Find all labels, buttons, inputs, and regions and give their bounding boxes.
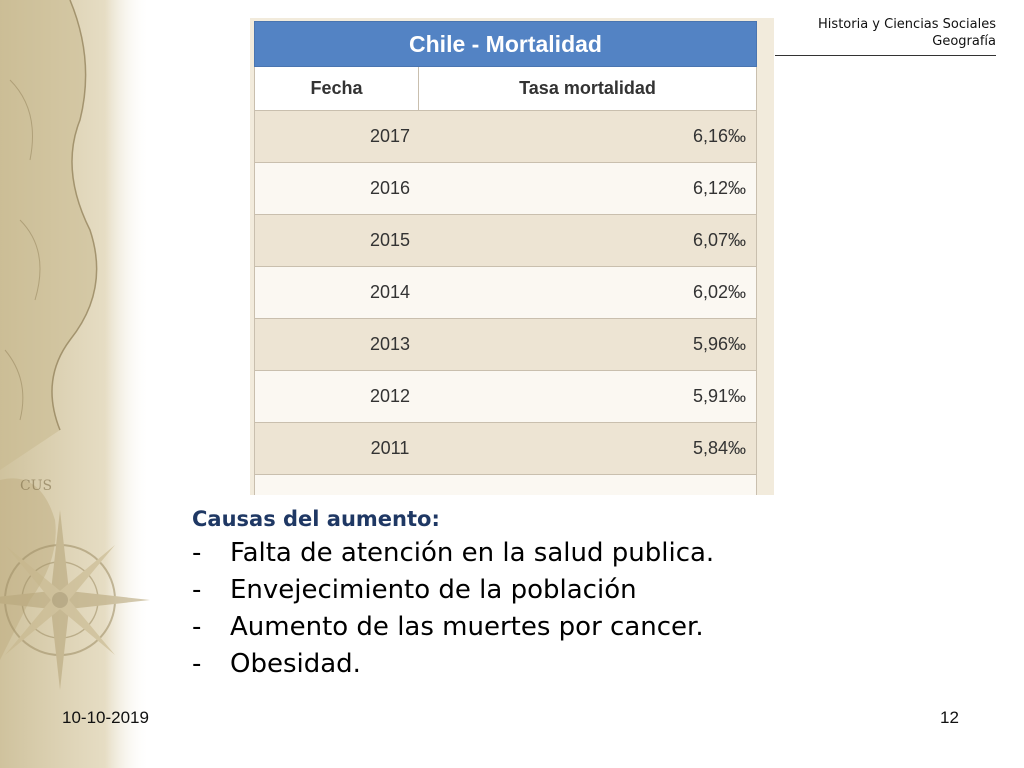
header-divider (775, 55, 996, 56)
row-rate: 5,91‰ (692, 386, 746, 406)
slide-header: Historia y Ciencias Sociales Geografía (818, 16, 996, 50)
list-item: - Envejecimiento de la población (192, 572, 912, 609)
table-row: 2012 5,91‰ (254, 371, 757, 423)
header-subject: Historia y Ciencias Sociales (818, 17, 996, 32)
list-item: - Aumento de las muertes por cancer. (192, 609, 912, 646)
causes-title: Causas del aumento: (192, 507, 440, 531)
row-year: 2016 (369, 178, 411, 198)
row-rate: 6,02‰ (692, 282, 746, 302)
table-row: 2017 6,16‰ (254, 111, 757, 163)
row-rate: 5,96‰ (692, 334, 746, 354)
row-year: 2017 (369, 126, 411, 146)
footer-date: 10-10-2019 (62, 708, 149, 727)
causes-list: - Falta de atención en la salud publica.… (192, 535, 912, 683)
header-topic: Geografía (932, 34, 996, 49)
row-year: 2012 (369, 386, 411, 406)
list-dash: - (192, 649, 202, 679)
map-illustration: CUS (0, 0, 150, 768)
list-dash: - (192, 538, 202, 568)
row-rate: 6,12‰ (692, 178, 746, 198)
causes-section: Causas del aumento: - Falta de atención … (192, 507, 912, 683)
page-number: 12 (940, 708, 959, 727)
row-rate: 6,07‰ (692, 230, 746, 250)
svg-text:CUS: CUS (20, 478, 52, 494)
list-item: - Falta de atención en la salud publica. (192, 535, 912, 572)
list-item-text: Envejecimiento de la población (230, 575, 637, 605)
list-item: - Obesidad. (192, 646, 912, 683)
table-row: 2014 6,02‰ (254, 267, 757, 319)
list-dash: - (192, 612, 202, 642)
table-row: 2013 5,96‰ (254, 319, 757, 371)
table-row: 2016 6,12‰ (254, 163, 757, 215)
list-item-text: Aumento de las muertes por cancer. (230, 612, 704, 642)
row-year: 2014 (369, 282, 411, 302)
antique-map-decoration: CUS (0, 0, 150, 768)
list-item-text: Obesidad. (230, 649, 361, 679)
table-title: Chile - Mortalidad (254, 21, 757, 67)
mortality-table-image: Chile - Mortalidad Fecha Tasa mortalidad… (250, 18, 774, 495)
row-year: 2015 (369, 230, 411, 250)
mortality-table: Chile - Mortalidad Fecha Tasa mortalidad… (254, 21, 757, 495)
row-rate: 6,16‰ (692, 126, 746, 146)
list-item-text: Falta de atención en la salud publica. (230, 538, 715, 568)
table-row: 2011 5,84‰ (254, 423, 757, 475)
row-rate: 5,84‰ (692, 438, 746, 458)
column-header-date: Fecha (255, 67, 419, 110)
table-header-row: Fecha Tasa mortalidad (254, 67, 757, 111)
row-year: 2013 (369, 334, 411, 354)
column-header-rate: Tasa mortalidad (519, 78, 656, 98)
list-dash: - (192, 575, 202, 605)
table-row: 2015 6,07‰ (254, 215, 757, 267)
row-year: 2011 (370, 438, 410, 458)
table-row-partial (254, 475, 757, 495)
